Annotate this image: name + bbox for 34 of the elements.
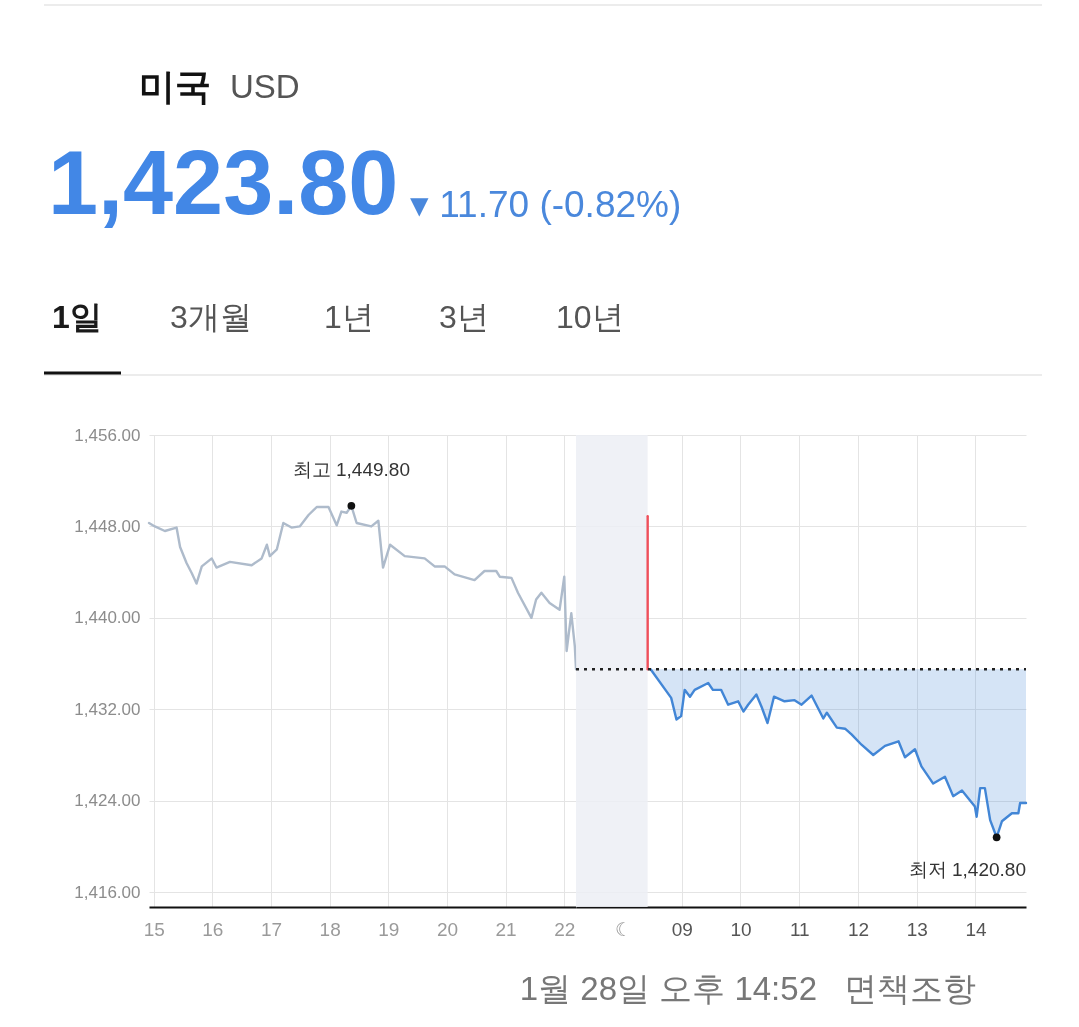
x-tick-label: 09 (671, 918, 693, 940)
text: ▾ 11.70 (-0.82%) (410, 184, 682, 225)
text: 면책조항 (844, 970, 976, 1007)
x-tick-label: 17 (260, 918, 283, 940)
annotation: 최고 1,449.80 (292, 458, 410, 480)
y-tick-label: 1,440.00 (74, 608, 141, 628)
y-tick-label: 1,456.00 (74, 425, 141, 445)
y-tick-label: 1,424.00 (74, 791, 141, 811)
text: 1월 28일 오후 14:52 (519, 970, 817, 1007)
x-tick-label: 20 (436, 918, 459, 940)
x-tick-label: 12 (847, 918, 870, 940)
y-tick-label: 1,432.00 (74, 699, 141, 719)
x-tick-label: 15 (143, 918, 165, 940)
text: 1,423.80 (48, 133, 399, 233)
x-tick-label: 18 (319, 918, 341, 940)
x-tick-label: 19 (378, 918, 400, 940)
x-tick-label: 14 (965, 918, 987, 940)
text: 1일 (52, 299, 102, 335)
annotation: 최저 1,420.80 (908, 859, 1026, 881)
x-tick-label: 13 (906, 918, 928, 940)
y-tick-label: 1,416.00 (74, 882, 141, 902)
text: 3개월 (170, 299, 252, 335)
x-tick-label: 16 (202, 918, 224, 940)
x-tick-label: 11 (789, 918, 810, 940)
text: 3년 (439, 299, 489, 335)
x-tick-label: 10 (730, 918, 752, 940)
x-tick-label: 22 (554, 918, 576, 940)
x-tick-label: ☾ (615, 918, 632, 940)
chart-title: 미국 (139, 66, 211, 107)
x-tick-label: 21 (495, 918, 517, 940)
text: 10년 (556, 299, 624, 335)
text: 1년 (324, 299, 374, 335)
y-tick-label: 1,448.00 (74, 516, 141, 536)
chart-subtitle: USD (230, 68, 300, 105)
